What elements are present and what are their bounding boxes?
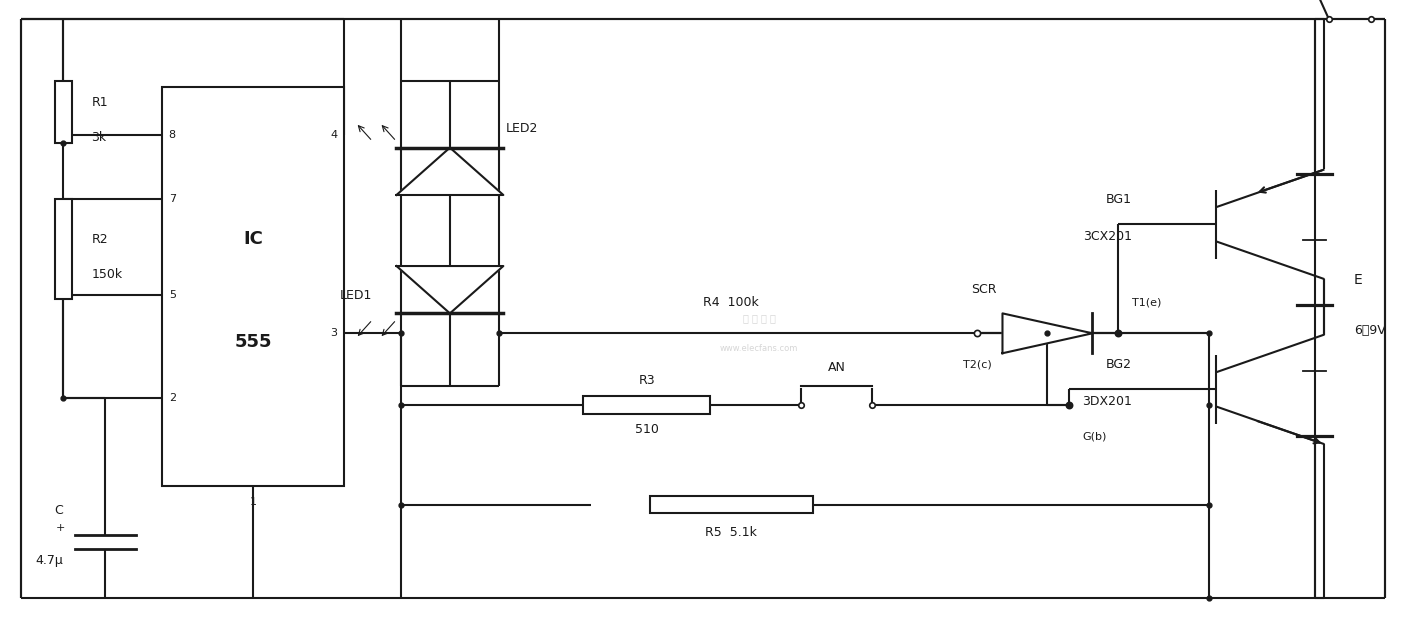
- Text: R3: R3: [638, 374, 655, 386]
- Text: 3CX201: 3CX201: [1083, 231, 1132, 243]
- Text: T2(c): T2(c): [963, 359, 991, 369]
- Text: 6～9V: 6～9V: [1354, 324, 1386, 336]
- Text: www.elecfans.com: www.elecfans.com: [720, 345, 799, 353]
- Text: C: C: [55, 505, 63, 517]
- Bar: [583, 396, 710, 414]
- Polygon shape: [396, 148, 503, 195]
- Text: 3DX201: 3DX201: [1083, 396, 1132, 408]
- Text: 8: 8: [169, 130, 176, 140]
- Text: BG1: BG1: [1107, 193, 1132, 206]
- Text: +: +: [56, 523, 65, 533]
- Text: 510: 510: [636, 424, 658, 436]
- Bar: [650, 496, 813, 513]
- Text: LED1: LED1: [340, 290, 373, 302]
- Text: E: E: [1354, 273, 1362, 287]
- Text: 7: 7: [169, 194, 176, 204]
- Text: 2: 2: [169, 393, 176, 403]
- Text: AN: AN: [828, 361, 845, 374]
- Text: 3: 3: [330, 328, 337, 338]
- Text: BG2: BG2: [1107, 358, 1132, 371]
- Text: 1: 1: [250, 497, 256, 506]
- Bar: [55, 81, 72, 143]
- Text: SCR: SCR: [972, 283, 997, 296]
- Text: R4  100k: R4 100k: [703, 296, 759, 308]
- Text: R2: R2: [91, 234, 108, 246]
- Text: 4.7μ: 4.7μ: [35, 554, 63, 567]
- Text: G(b): G(b): [1083, 431, 1107, 441]
- Bar: [162, 87, 344, 486]
- Text: T1(e): T1(e): [1132, 297, 1161, 307]
- Text: 4: 4: [330, 130, 337, 140]
- Polygon shape: [396, 266, 503, 313]
- Text: 150k: 150k: [91, 268, 122, 280]
- Bar: [55, 199, 72, 299]
- Text: IC: IC: [243, 230, 263, 248]
- Text: 3k: 3k: [91, 131, 107, 143]
- Text: 5: 5: [169, 290, 176, 300]
- Text: 555: 555: [235, 333, 271, 351]
- Text: R5  5.1k: R5 5.1k: [706, 526, 756, 539]
- Text: LED2: LED2: [506, 123, 538, 135]
- Polygon shape: [1002, 313, 1092, 353]
- Text: 电 子 技 术: 电 子 技 术: [742, 313, 776, 323]
- Text: R1: R1: [91, 97, 108, 109]
